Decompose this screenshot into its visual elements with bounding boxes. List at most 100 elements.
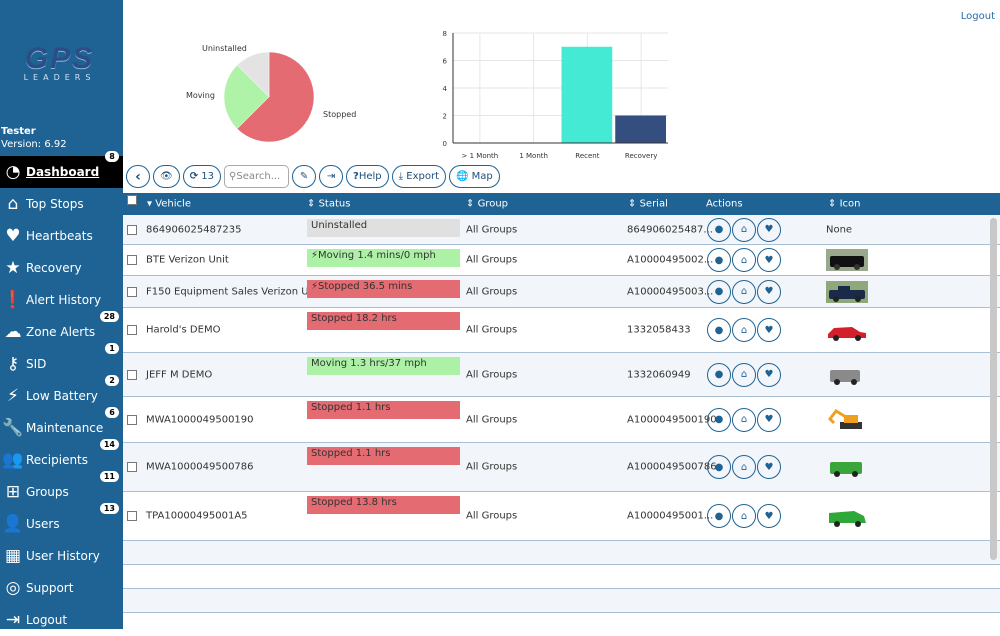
vehicle-name[interactable]: 864906025487235 [146,224,242,235]
question-icon: ? [353,171,359,182]
wrench-icon: 🔧 [2,418,24,438]
sidebar-item-maintenance[interactable]: 🔧 Maintenance 6 [0,407,123,444]
row-checkbox[interactable] [127,224,137,235]
help-button[interactable]: ? Help [346,165,389,188]
heartbeat-button[interactable]: ♥ [757,279,781,304]
row-checkbox[interactable] [127,325,137,335]
vehicle-name[interactable]: F150 Equipment Sales Verizon U [146,286,309,297]
heartbeat-button[interactable]: ♥ [757,455,781,479]
sidebar-item-label: Low Battery [26,389,98,403]
row-checkbox[interactable] [127,369,137,380]
map-button[interactable]: 🌐 Map [448,165,500,188]
heartbeat-button[interactable]: ♥ [757,217,781,242]
heartbeat-button[interactable]: ♥ [757,362,781,387]
heart-icon: ♥ [764,224,774,235]
sidebar-item-sid[interactable]: ⚷ SID 1 [0,343,123,380]
sidebar-item-groups[interactable]: ⊞ Groups 11 [0,471,123,508]
sidebar-item-user-history[interactable]: ▦ User History [0,540,123,572]
table-row[interactable]: 864906025487235 Uninstalled All Groups 8… [123,215,1000,245]
sidebar-item-top-stops[interactable]: ⌂ Top Stops [0,188,123,220]
toolbar: ‹ 👁 ⟳ 13 ⚲ Search... ✎ ⇥ ? Help ⤓ Export 🌐… [126,165,500,188]
table-row[interactable]: MWA1000049500190 Stopped 1.1 hrs All Gro… [123,397,1000,443]
sort-serial[interactable]: ⇕ Serial [628,198,668,210]
locate-button[interactable]: ● [707,504,731,528]
locate-button[interactable]: ● [707,362,731,387]
table-row[interactable]: Harold's DEMO Stopped 18.2 hrs All Group… [123,308,1000,353]
sidebar-item-zone-alerts[interactable]: ☁ Zone Alerts 28 [0,311,123,348]
heartbeat-button[interactable]: ♥ [757,318,781,342]
refresh-button[interactable]: ⟳ 13 [182,165,222,188]
logout-link[interactable]: Logout [960,11,995,22]
sidebar-item-logout[interactable]: ⇥ Logout [0,604,123,636]
sidebar-item-heartbeats[interactable]: ♥ Heartbeats [0,220,123,252]
heartbeat-button[interactable]: ♥ [757,504,781,528]
table-scrollbar[interactable] [990,218,997,560]
heart-icon: ♥ [5,226,21,246]
locate-button[interactable]: ● [707,217,731,242]
x-tick-label: > 1 Month [462,152,499,160]
locate-button[interactable]: ● [707,455,731,479]
count-badge: 13 [99,503,119,514]
heartbeat-button[interactable]: ♥ [757,248,781,272]
star-icon: ★ [5,258,21,278]
sort-group[interactable]: ⇕ Group [466,198,509,210]
heartbeat-button[interactable]: ♥ [757,407,781,432]
table-row[interactable]: MWA1000049500786 Stopped 1.1 hrs All Gro… [123,443,1000,492]
sidebar-item-recipients[interactable]: 👥 Recipients 14 [0,439,123,476]
sidebar-item-low-battery[interactable]: ⚡ Low Battery 2 [0,375,123,412]
home-button[interactable]: ⌂ [732,318,756,342]
globe-icon: ● [714,324,724,336]
row-checkbox[interactable] [127,511,137,521]
home-button[interactable]: ⌂ [732,217,756,242]
table-row[interactable]: BTE Verizon Unit ⚡Moving 1.4 mins/0 mph … [123,245,1000,276]
vehicle-name[interactable]: MWA1000049500786 [146,461,254,473]
home-button[interactable]: ⌂ [732,248,756,272]
vehicle-icon-gray-suv [830,369,860,385]
sort-vehicle[interactable]: ▾ Vehicle [147,198,191,210]
sidebar-item-alert-history[interactable]: ❗ Alert History [0,284,123,316]
vehicle-name[interactable]: BTE Verizon Unit [146,254,229,266]
sidebar-item-users[interactable]: 👤 Users 13 [0,503,123,540]
serial-cell: 1332058433 [627,324,691,336]
map-label: Map [471,171,493,182]
vehicle-name[interactable]: JEFF M DEMO [146,369,213,380]
select-all-checkbox[interactable] [127,195,137,205]
row-checkbox[interactable] [127,255,137,265]
locate-button[interactable]: ● [707,248,731,272]
sidebar-item-recovery[interactable]: ★ Recovery [0,252,123,284]
sort-status[interactable]: ⇕ Status [307,198,351,210]
table-row[interactable]: JEFF M DEMO Moving 1.3 hrs/37 mph All Gr… [123,353,1000,397]
vehicle-name[interactable]: MWA1000049500190 [146,414,254,425]
group-cell: All Groups [466,461,518,473]
exit-button[interactable]: ⇥ [319,165,344,188]
locate-button[interactable]: ● [707,318,731,342]
sidebar-item-label: Top Stops [26,197,84,211]
sidebar-item-dashboard[interactable]: ◔ Dashboard 8 [0,151,123,188]
locate-button[interactable]: ● [707,279,731,304]
back-button[interactable]: ‹ [126,165,150,188]
home-button[interactable]: ⌂ [732,362,756,387]
sort-icon[interactable]: ⇕ Icon [828,198,861,210]
table-row[interactable]: TPA10000495001A5 Stopped 13.8 hrs All Gr… [123,492,1000,541]
locate-button[interactable]: ● [707,407,731,432]
y-tick-label: 6 [443,58,448,66]
age-bar-chart: 0 2 4 6 8 > 1 Month 1 Month Recent Recovery [443,30,668,160]
x-tick-label: Recovery [625,152,657,160]
vehicle-name[interactable]: TPA10000495001A5 [146,510,248,522]
home-button[interactable]: ⌂ [732,455,756,479]
row-checkbox[interactable] [127,414,137,425]
home-button[interactable]: ⌂ [732,504,756,528]
row-checkbox[interactable] [127,462,137,472]
export-button[interactable]: ⤓ Export [391,165,446,188]
view-button[interactable]: 👁 [153,165,180,188]
table-row[interactable]: F150 Equipment Sales Verizon U ⚡Stopped … [123,276,1000,308]
edit-button[interactable]: ✎ [292,165,317,188]
row-checkbox[interactable] [127,286,137,297]
help-label: Help [358,171,382,182]
vehicle-name[interactable]: Harold's DEMO [146,324,221,336]
home-button[interactable]: ⌂ [732,407,756,432]
home-button[interactable]: ⌂ [732,279,756,304]
search-input[interactable]: ⚲ Search... [224,165,290,188]
row-actions: ● ⌂ ♥ [707,504,781,528]
sidebar-item-support[interactable]: ◎ Support [0,572,123,604]
